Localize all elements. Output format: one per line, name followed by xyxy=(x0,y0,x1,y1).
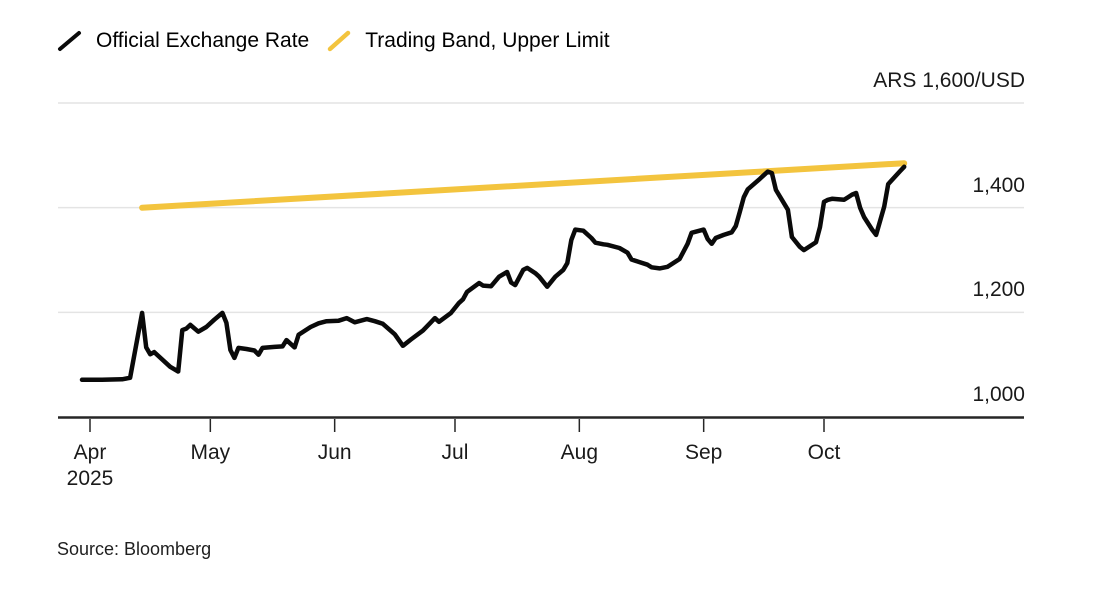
y-axis-unit-label: ARS 1,600/USD xyxy=(873,69,1025,92)
month-label: Sep xyxy=(684,441,723,464)
x-tick-label: May xyxy=(162,441,258,465)
source-label: Source: Bloomberg xyxy=(57,539,212,559)
official-line-swatch-icon xyxy=(58,31,81,51)
month-label: Oct xyxy=(807,441,841,464)
trading-band-line xyxy=(139,160,908,211)
month-label: Jul xyxy=(441,441,469,464)
official-rate-line xyxy=(79,164,907,383)
y-tick-label: 1,000 xyxy=(972,383,1025,406)
legend-label-band: Trading Band, Upper Limit xyxy=(365,29,610,52)
legend-item-official: Official Exchange Rate xyxy=(57,28,309,54)
band-line-swatch-icon xyxy=(327,30,351,52)
chart-legend: Official Exchange Rate Trading Band, Upp… xyxy=(57,28,610,54)
month-label: Apr xyxy=(73,441,107,464)
x-tick-label: Jun xyxy=(287,441,383,465)
x-tick-label: Oct xyxy=(776,441,872,465)
x-tick-label: Jul xyxy=(407,441,503,465)
month-label: Jun xyxy=(317,441,352,464)
month-label: Aug xyxy=(560,441,599,464)
year-label: 2025 xyxy=(66,467,114,490)
y-tick-label: 1,400 xyxy=(972,173,1025,197)
legend-label-official: Official Exchange Rate xyxy=(96,29,310,52)
y-tick-label: 1,200 xyxy=(972,278,1025,302)
month-label: May xyxy=(190,441,231,464)
x-tick-label: Apr 2025 xyxy=(42,441,138,491)
x-tick-label: Sep xyxy=(656,441,752,465)
x-tick-label: Aug xyxy=(531,441,627,465)
legend-item-band: Trading Band, Upper Limit xyxy=(327,28,610,54)
